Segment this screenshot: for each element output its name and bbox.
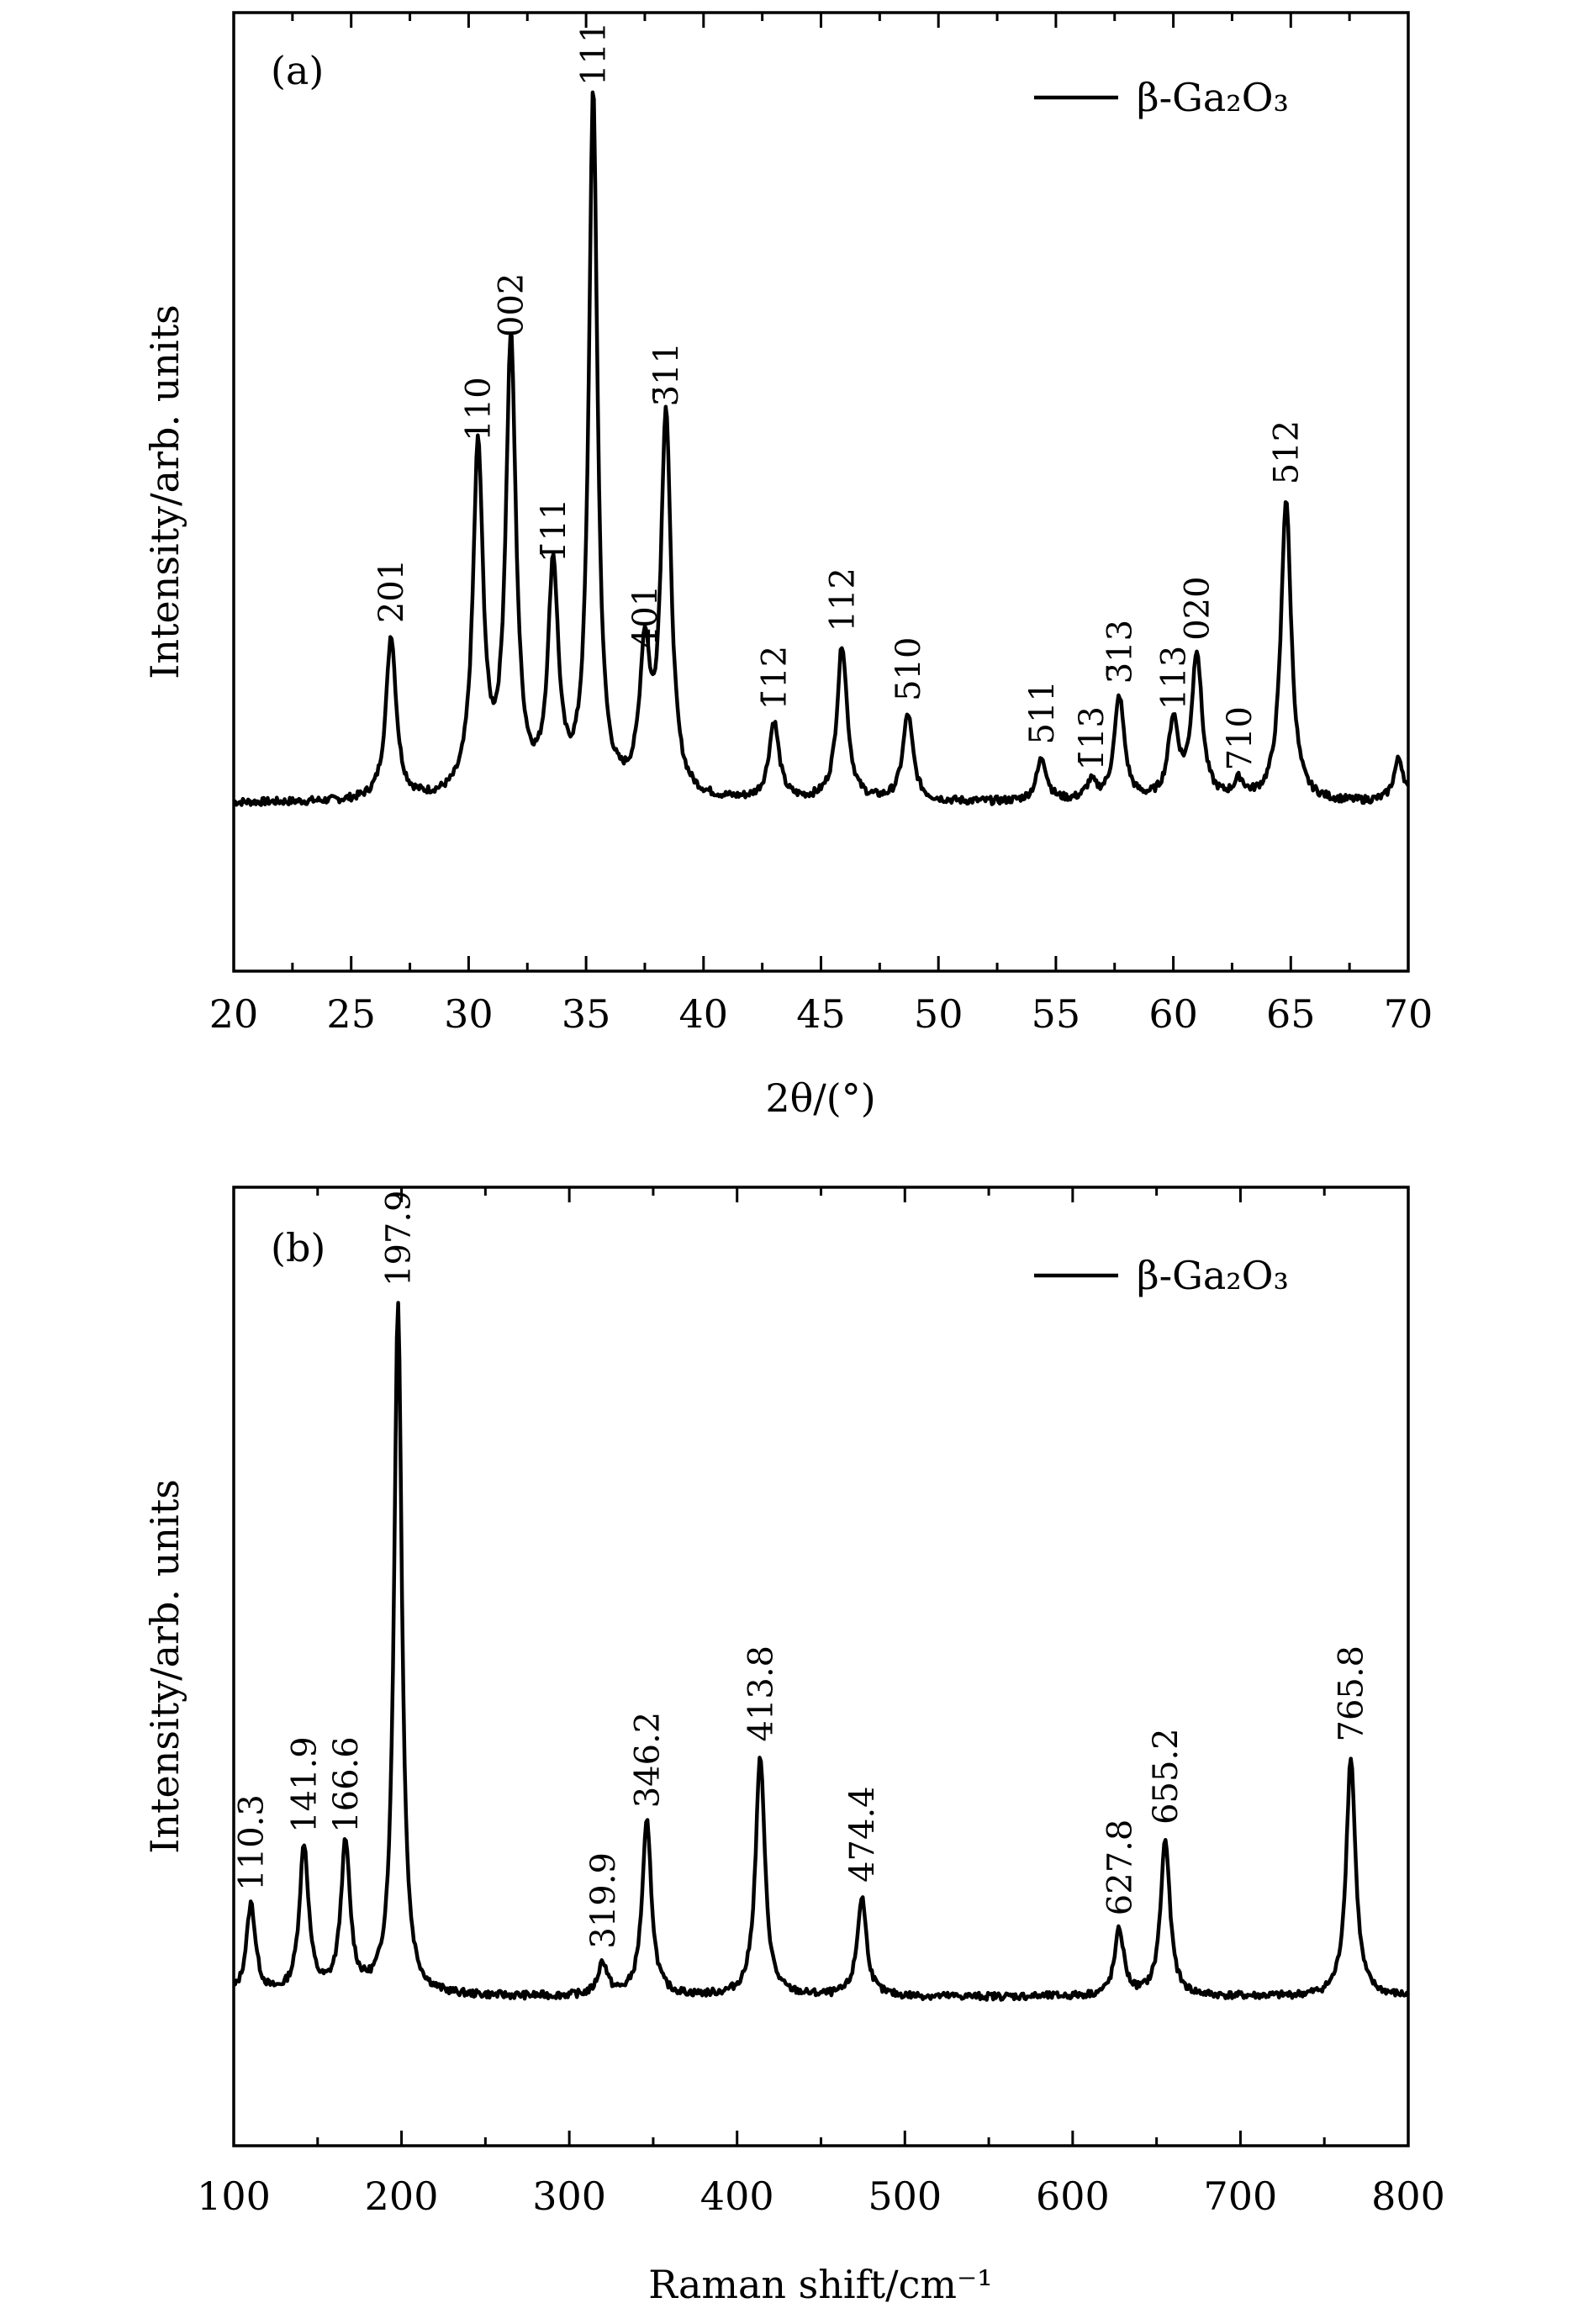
x-tick-label: 100 [197, 2173, 271, 2219]
x-tick-label: 20 [209, 991, 259, 1037]
peak-label: 1̄11 [535, 499, 573, 563]
x-tick-label: 40 [679, 991, 729, 1037]
x-tick-label: 800 [1371, 2173, 1445, 2219]
peak-label: 141.9 [286, 1736, 325, 1833]
peak-label: 765.8 [1333, 1645, 1371, 1742]
x-ticks-a: 20 25 30 35 40 45 50 55 60 65 70 [209, 13, 1433, 1037]
x-tick-label: 25 [326, 991, 376, 1037]
y-axis-title-b: Intensity/arb. units [142, 1479, 187, 1854]
x-tick-label: 35 [562, 991, 611, 1037]
peak-label: 510 [890, 637, 928, 701]
x-axis-title-a: 2θ/(°) [765, 1075, 875, 1121]
peak-label: 655.2 [1147, 1728, 1185, 1825]
peak-label: 110 [460, 377, 499, 441]
peak-label: 111 [575, 22, 614, 86]
peak-label: 710 [1221, 706, 1259, 770]
x-tick-label: 600 [1036, 2173, 1110, 2219]
peak-label: 110.3 [233, 1794, 272, 1891]
peak-label: 474.4 [843, 1786, 882, 1883]
peak-labels-b: 110.3 141.9 166.6 197.9 319.9 346.2 413.8 474.4… [233, 1190, 1371, 1948]
peak-label: 002 [493, 273, 531, 337]
x-tick-label: 65 [1266, 991, 1316, 1037]
y-axis-title-a: Intensity/arb. units [142, 304, 187, 679]
x-tick-label: 300 [532, 2173, 606, 2219]
x-tick-label: 500 [868, 2173, 942, 2219]
peak-label: 627.8 [1101, 1820, 1139, 1916]
plot-frame-b [232, 1186, 1410, 2147]
x-tick-label: 400 [700, 2173, 774, 2219]
x-tick-label: 60 [1148, 991, 1198, 1037]
peak-label: 401 [626, 585, 665, 649]
x-tick-label: 45 [796, 991, 846, 1037]
panel-b: (b) β-Ga₂O₃ Intensity/arb. units Raman s… [142, 1186, 1445, 2307]
peak-label: 319.9 [584, 1852, 623, 1949]
x-tick-label: 55 [1032, 991, 1081, 1037]
series-line-b [233, 1301, 1410, 2002]
panel-label-b: (b) [271, 1225, 325, 1270]
x-ticks-b: 100 200 300 400 500 600 700 800 [197, 1187, 1445, 2219]
peak-label: 346.2 [628, 1712, 667, 1809]
series-line-a [233, 90, 1410, 807]
panel-label-a: (a) [271, 48, 324, 93]
legend-text-a: β-Ga₂O₃ [1137, 75, 1289, 120]
peak-label: 020 [1179, 576, 1217, 640]
x-tick-label: 50 [914, 991, 963, 1037]
peak-label: 1̄12 [756, 646, 794, 710]
x-axis-title-b: Raman shift/cm⁻¹ [648, 2262, 992, 2307]
plot-frame-a [232, 11, 1410, 973]
x-tick-label: 700 [1204, 2173, 1278, 2219]
peak-label: 511 [1023, 680, 1062, 744]
x-tick-label: 200 [365, 2173, 439, 2219]
x-tick-label: 30 [444, 991, 494, 1037]
peak-label: 3̄13 [1101, 620, 1139, 684]
peak-label: 1̄13 [1073, 706, 1111, 770]
peak-label: 113 [1155, 646, 1194, 710]
peak-label: 112 [824, 568, 863, 631]
panel-a: (a) β-Ga₂O₃ Intensity/arb. units 2θ/(°) … [142, 11, 1433, 1121]
peak-label: 3̄11 [647, 342, 686, 406]
peak-label: 413.8 [742, 1645, 780, 1742]
peak-label: 201 [372, 559, 411, 623]
x-tick-label: 70 [1384, 991, 1433, 1037]
peak-label: 197.9 [379, 1190, 418, 1286]
legend-text-b: β-Ga₂O₃ [1137, 1253, 1289, 1298]
peak-label: 512 [1268, 420, 1307, 484]
peak-label: 166.6 [327, 1736, 366, 1833]
peak-labels-a: 201 110 002 1̄11 111 401 3̄11 1̄12 112 510 511 1̄13… [372, 22, 1307, 771]
